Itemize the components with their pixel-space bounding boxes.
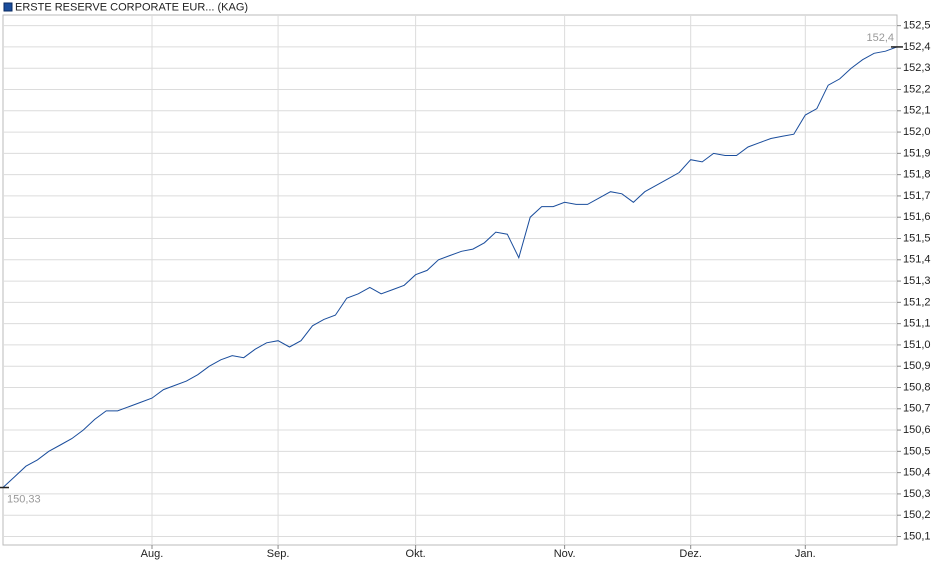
y-tick-label: 152,2 <box>903 83 931 95</box>
x-tick-label: Dez. <box>679 548 702 560</box>
y-tick-label: 151,9 <box>903 147 931 159</box>
value-label: 150,33 <box>7 493 41 505</box>
x-tick-label: Aug. <box>141 548 164 560</box>
y-tick-label: 151,3 <box>903 275 931 287</box>
y-tick-label: 152,0 <box>903 126 931 138</box>
y-tick-label: 151,1 <box>903 318 931 330</box>
y-tick-label: 150,2 <box>903 509 931 521</box>
legend-swatch <box>3 2 13 12</box>
y-tick-label: 150,6 <box>903 424 931 436</box>
data-line <box>2 46 898 488</box>
y-tick-label: 150,5 <box>903 445 931 457</box>
y-tick-label: 151,5 <box>903 232 931 244</box>
y-tick-label: 150,4 <box>903 467 931 479</box>
y-tick-label: 152,4 <box>903 41 931 53</box>
y-tick-label: 151,6 <box>903 211 931 223</box>
y-tick-label: 151,0 <box>903 339 931 351</box>
value-label: 152,4 <box>866 32 894 44</box>
y-tick-label: 151,2 <box>903 296 931 308</box>
x-tick-label: Nov. <box>554 548 576 560</box>
y-tick-label: 151,4 <box>903 254 931 266</box>
y-tick-label: 152,3 <box>903 62 931 74</box>
x-tick-label: Sep. <box>267 548 290 560</box>
y-tick-label: 150,7 <box>903 403 931 415</box>
y-tick-label: 150,9 <box>903 360 931 372</box>
y-tick-label: 151,7 <box>903 190 931 202</box>
y-tick-label: 151,8 <box>903 169 931 181</box>
y-tick-label: 152,5 <box>903 20 931 32</box>
y-tick-label: 150,3 <box>903 488 931 500</box>
y-tick-label: 152,1 <box>903 105 931 117</box>
y-tick-label: 150,8 <box>903 381 931 393</box>
x-tick-label: Jan. <box>795 548 816 560</box>
plot-area <box>2 14 898 546</box>
x-tick-label: Okt. <box>406 548 426 560</box>
y-tick-label: 150,1 <box>903 530 931 542</box>
legend-label: ERSTE RESERVE CORPORATE EUR... (KAG) <box>15 1 248 13</box>
